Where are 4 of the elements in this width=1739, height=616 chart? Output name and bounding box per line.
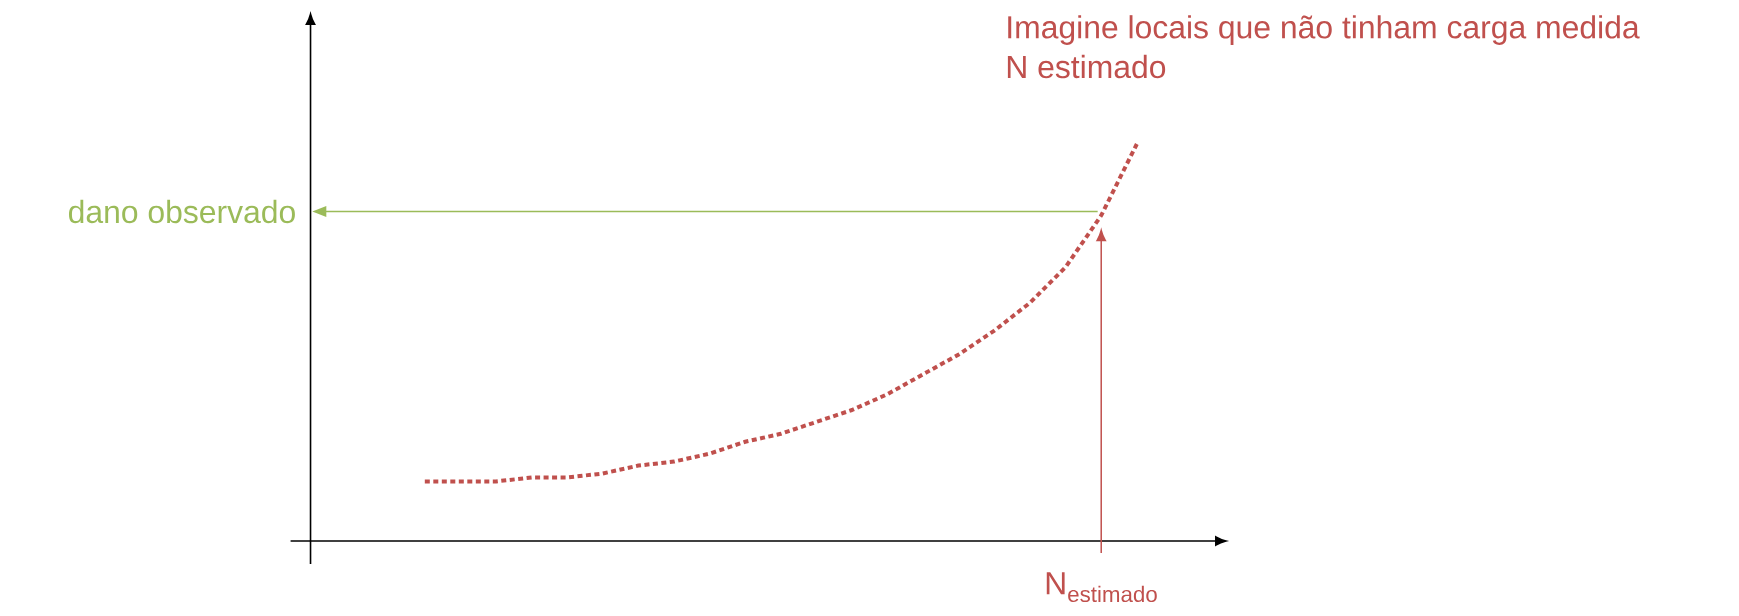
text: N$_{estimado}$ — [1046, 572, 1157, 603]
chart-subtitle: N estimado — [1007, 54, 1166, 79]
text: Imagine locais que não tinham carga medida — [1008, 15, 1640, 45]
ref-line-label: dano observado — [69, 199, 295, 224]
